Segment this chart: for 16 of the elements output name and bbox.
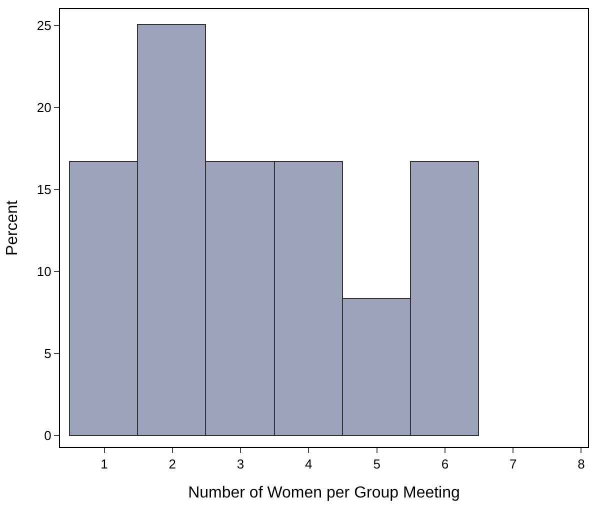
x-tick-label: 5 — [373, 456, 380, 472]
x-tick-label: 3 — [236, 456, 244, 472]
x-tick-label: 2 — [168, 456, 176, 472]
x-tick-label: 6 — [441, 456, 449, 472]
x-tick-label: 8 — [578, 456, 585, 472]
y-tick-label: 25 — [36, 18, 52, 33]
y-tick-label: 15 — [36, 182, 52, 197]
y-tick-label: 10 — [36, 264, 52, 280]
y-tick-label: 0 — [44, 428, 52, 444]
x-axis-title: Number of Women per Group Meeting — [188, 484, 460, 502]
x-tick-label: 7 — [509, 456, 517, 472]
y-axis-title: Percent — [4, 200, 21, 256]
x-tick-label: 1 — [100, 456, 108, 472]
y-tick-label: 5 — [44, 346, 52, 362]
x-tick-label: 4 — [305, 456, 312, 472]
y-tick-label: 20 — [36, 100, 52, 115]
